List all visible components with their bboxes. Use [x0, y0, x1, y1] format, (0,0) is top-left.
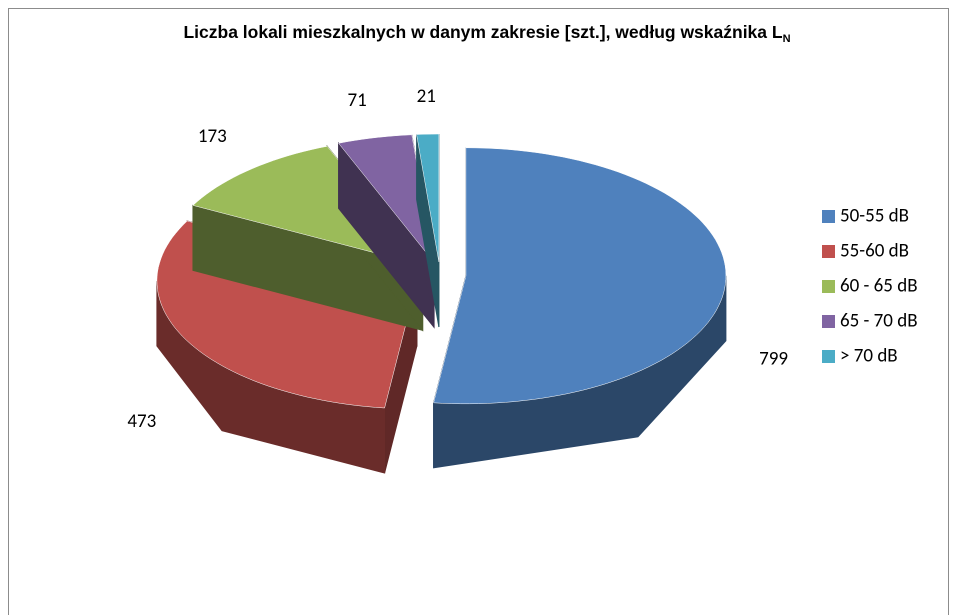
legend-swatch — [822, 245, 835, 258]
slice-top — [338, 134, 435, 263]
legend-label: 55-60 dB — [840, 240, 909, 263]
data-label: 71 — [348, 89, 367, 112]
legend-label: 60 - 65 dB — [840, 275, 918, 298]
data-label: 473 — [127, 410, 156, 433]
legend-swatch — [822, 350, 835, 363]
legend-label: 65 - 70 dB — [840, 310, 918, 333]
legend-swatch — [822, 210, 835, 223]
title-subscript: N — [782, 33, 791, 45]
chart-title: Liczba lokali mieszkalnych w danym zakre… — [137, 16, 837, 48]
slice — [433, 147, 727, 469]
legend-swatch — [822, 315, 835, 328]
data-label: 799 — [759, 347, 788, 370]
slice-top — [433, 147, 727, 405]
data-label: 21 — [417, 85, 436, 108]
title-text: Liczba lokali mieszkalnych w danym zakre… — [183, 22, 783, 42]
legend-label: > 70 dB — [840, 345, 898, 368]
data-label: 173 — [198, 125, 227, 148]
slice-top — [416, 133, 440, 263]
slice — [416, 133, 440, 328]
legend-label: 50-55 dB — [840, 205, 909, 228]
legend-swatch — [822, 280, 835, 293]
